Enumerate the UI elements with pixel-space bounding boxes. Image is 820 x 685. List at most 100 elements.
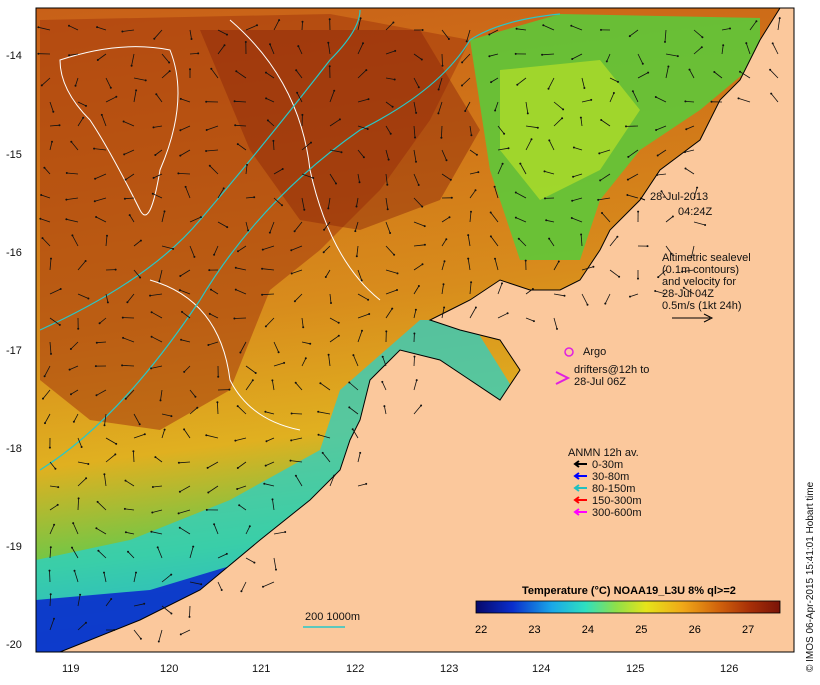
velocity-arrow-head [312,177,314,179]
velocity-arrow-head [271,379,273,381]
velocity-arrow-head [172,248,174,250]
drifters-label: drifters@12h to [574,364,649,376]
velocity-arrow-head [461,85,463,87]
velocity-arrow-head [544,170,546,172]
velocity-arrow-head [548,139,550,141]
velocity-arrow-head [73,421,75,423]
velocity-arrow-head [189,616,191,618]
velocity-arrow-head [415,112,417,114]
velocity-arrow-head [339,118,341,120]
velocity-arrow-head [601,212,603,214]
velocity-arrow-head [655,96,657,98]
velocity-arrow-head [352,428,354,430]
velocity-arrow-head [71,234,73,236]
velocity-arrow-head [65,199,67,201]
altimetry-line: (0.1m contours) [662,264,739,276]
image-date: 28-Jul-2013 [650,191,708,203]
velocity-arrow-head [438,89,440,91]
velocity-arrow-head [237,143,239,145]
velocity-arrow-head [503,133,505,135]
velocity-arrow-head [587,304,589,306]
velocity-arrow-head [449,216,451,218]
y-axis: -14 -15 -16 -17 -18 -19 -20 [6,50,22,651]
velocity-arrow-head [265,465,267,467]
velocity-arrow-head [291,273,293,275]
velocity-arrow-head [655,129,657,131]
velocity-arrow-head [385,330,387,332]
velocity-arrow-head [164,210,166,212]
velocity-arrow-head [387,208,389,210]
velocity-arrow-head [352,354,354,356]
velocity-arrow-head [294,230,296,232]
velocity-arrow-head [60,288,62,290]
velocity-arrow-head [390,133,392,135]
velocity-arrow-head [627,156,629,158]
velocity-arrow-head [95,527,97,529]
velocity-arrow-head [240,590,242,592]
velocity-arrow-head [96,394,98,396]
legend-item-label: 300-600m [592,507,642,519]
velocity-arrow-head [37,53,39,55]
velocity-arrow-head [424,225,426,227]
velocity-arrow-head [185,186,187,188]
velocity-arrow-head [722,44,724,46]
velocity-arrow-head [451,197,453,199]
velocity-arrow-head [508,147,510,149]
velocity-arrow-head [291,413,293,415]
velocity-arrow-head [262,586,264,588]
velocity-arrow-head [263,483,265,485]
velocity-arrow-head [122,317,124,319]
velocity-arrow-head [282,168,284,170]
velocity-arrow-head [396,289,398,291]
velocity-arrow-head [158,641,160,643]
velocity-arrow-head [200,583,202,585]
velocity-arrow-head [583,87,585,89]
velocity-arrow-head [414,356,416,358]
velocity-arrow-head [103,572,105,574]
altimetry-line: 0.5m/s (1kt 24h) [662,300,741,312]
velocity-arrow-head [394,50,396,52]
velocity-arrow-head [151,311,153,313]
velocity-arrow-head [237,250,239,252]
velocity-arrow-head [278,19,280,21]
velocity-arrow-head [265,72,267,74]
velocity-arrow-head [123,121,125,123]
velocity-arrow-head [205,434,207,436]
velocity-arrow-head [42,237,44,239]
velocity-arrow-head [85,260,87,262]
legend-item-label: 0-30m [592,459,623,471]
velocity-arrow-head [367,128,369,130]
velocity-arrow-head [53,618,55,620]
velocity-arrow-head [235,267,237,269]
velocity-arrow-head [70,348,72,350]
velocity-arrow-head [382,356,384,358]
velocity-arrow-head [261,294,263,296]
velocity-arrow-head [52,111,54,113]
velocity-arrow-head [562,108,564,110]
velocity-arrow-head [573,147,575,149]
velocity-arrow-head [317,411,319,413]
velocity-arrow-head [626,194,628,196]
velocity-arrow-head [272,498,274,500]
velocity-arrow-head [327,42,329,44]
x-axis: 119 120 121 122 123 124 125 126 [62,663,738,675]
velocity-arrow-head [464,110,466,112]
velocity-arrow-head [297,45,299,47]
velocity-arrow-head [210,289,212,291]
velocity-arrow-head [701,36,703,38]
velocity-arrow-head [233,318,235,320]
velocity-arrow-head [329,65,331,67]
velocity-arrow-head [494,186,496,188]
velocity-arrow-head [770,93,772,95]
velocity-arrow-head [580,117,582,119]
velocity-arrow-head [556,328,558,330]
velocity-arrow-head [442,65,444,67]
velocity-arrow-head [302,21,304,23]
velocity-arrow-head [115,443,117,445]
velocity-arrow-head [290,439,292,441]
velocity-arrow-head [359,452,361,454]
velocity-arrow-head [68,25,70,27]
velocity-arrow-head [238,504,240,506]
velocity-arrow-head [235,70,237,72]
